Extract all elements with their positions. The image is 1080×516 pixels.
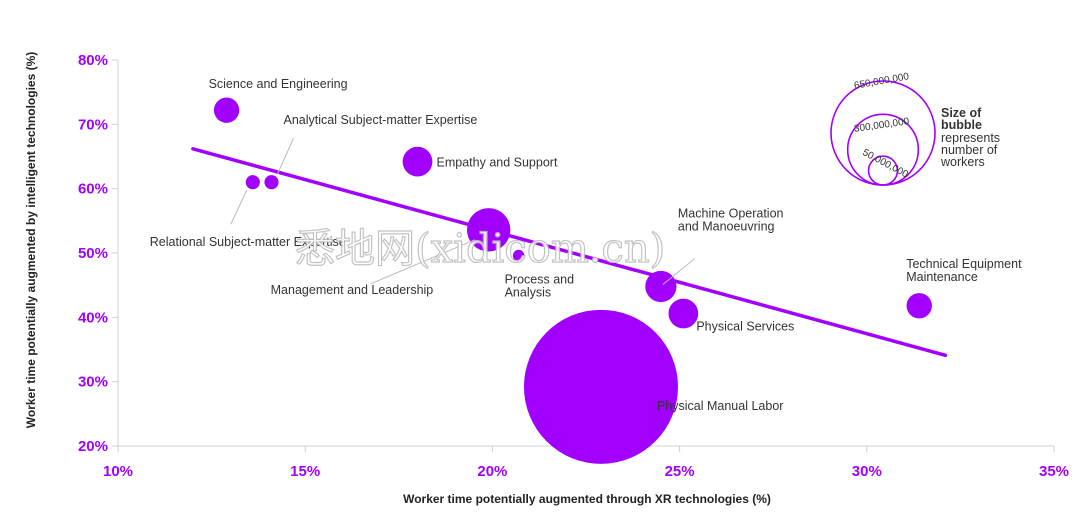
y-tick-label: 20% <box>78 438 108 455</box>
legend-title-bold: Size of <box>941 106 982 120</box>
y-tick-label: 40% <box>78 309 108 326</box>
legend-size-label: 650,000,000 <box>853 71 910 92</box>
bubble <box>245 175 260 190</box>
size-legend: 650,000,000 300,000,000 50,000,000 Size ofb… <box>830 71 1000 186</box>
legend-size-circle <box>830 80 936 186</box>
y-tick-label: 30% <box>78 374 108 391</box>
point-label: Physical Manual Labor <box>657 399 783 413</box>
legend-title-text: number of <box>941 143 998 157</box>
x-axis-title: Worker time potentially augmented throug… <box>403 492 771 506</box>
point-label: Analytical Subject-matter Expertise <box>284 113 478 127</box>
point-label: Relational Subject-matter Expertise <box>150 235 346 249</box>
y-tick-label: 50% <box>78 245 108 262</box>
x-tick-label: 20% <box>477 463 507 480</box>
axes: 10% 15% 20% 25% 30% 35% 20% 30% 40% 50% 60% 70% 80% <box>78 52 1069 480</box>
bubble <box>668 298 699 329</box>
point-label: Machine Operation and Manoeuvring <box>678 206 784 233</box>
legend-title-text: workers <box>940 155 985 169</box>
trendline-group <box>191 147 948 358</box>
x-tick-label: 35% <box>1039 463 1069 480</box>
label-leader-line <box>230 190 248 225</box>
bubble <box>906 293 932 319</box>
bubble <box>213 97 240 123</box>
y-tick-label: 70% <box>78 116 108 133</box>
bubble <box>512 249 525 262</box>
point-label-line: Physical Services <box>696 319 794 333</box>
legend-title-text: represents <box>941 131 1000 145</box>
point-label-line: Management and Leadership <box>271 283 434 297</box>
point-label-line: Empathy and Support <box>437 156 558 170</box>
x-tick-label: 15% <box>290 463 320 480</box>
y-tick-label: 60% <box>78 181 108 198</box>
bubble <box>645 270 677 303</box>
bubble <box>466 208 511 252</box>
x-tick-label: 30% <box>852 463 882 480</box>
point-label-line: Physical Manual Labor <box>657 399 783 413</box>
bubble <box>523 309 678 464</box>
point-label-line: Relational Subject-matter Expertise <box>150 235 346 249</box>
label-leader-line <box>277 138 294 175</box>
point-label-line: Science and Engineering <box>209 77 348 91</box>
legend-size-circle <box>867 155 899 186</box>
legend-size-label: 300,000,000 <box>853 116 910 135</box>
legend-title-bold: bubble <box>941 118 982 132</box>
y-axis-title: Worker time potentially augmented by int… <box>24 52 38 429</box>
label-leader-line <box>370 239 475 285</box>
point-label: Physical Services <box>696 319 794 333</box>
point-label-line: Process and <box>505 273 575 287</box>
bubble <box>264 175 279 190</box>
point-label-line: Analysis <box>505 286 552 300</box>
label-leader-line <box>662 258 696 285</box>
point-label: Technical Equipment Maintenance <box>906 257 1022 284</box>
x-tick-label: 25% <box>665 463 695 480</box>
watermark: 悉地网(xidicom.cn) <box>295 226 665 272</box>
point-label: Science and Engineering <box>209 77 348 91</box>
x-tick-label: 10% <box>103 463 133 480</box>
point-label-line: Machine Operation <box>678 206 784 220</box>
bubbles <box>213 97 932 464</box>
point-labels: Science and Engineering Analytical Subjec… <box>150 77 1022 413</box>
legend-size-label: 50,000,000 <box>860 147 910 180</box>
point-label-line: Maintenance <box>906 270 978 284</box>
bubble <box>402 146 433 177</box>
y-tick-label: 80% <box>78 52 108 69</box>
point-label-line: and Manoeuvring <box>678 219 775 233</box>
point-label: Management and Leadership <box>271 283 434 297</box>
point-label-line: Analytical Subject-matter Expertise <box>284 113 478 127</box>
trendline <box>191 147 948 358</box>
point-label: Process and Analysis <box>505 273 575 300</box>
point-label-line: Technical Equipment <box>906 257 1022 271</box>
point-label: Empathy and Support <box>437 156 558 170</box>
